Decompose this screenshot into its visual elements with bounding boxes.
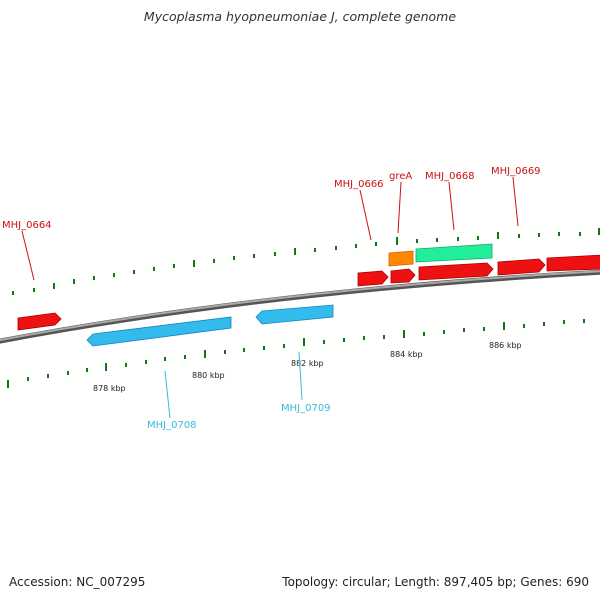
gene-forward[interactable]	[357, 270, 389, 287]
scale-label-880kbp: 880 kbp	[192, 371, 225, 380]
gene-label-mhj0708: MHJ_0708	[147, 420, 197, 431]
scale-label-878kbp: 878 kbp	[93, 384, 126, 393]
accession-text: Accession: NC_007295	[9, 575, 146, 589]
gene-reverse[interactable]	[86, 316, 232, 347]
gene-forward-greA[interactable]	[388, 250, 414, 267]
gene-label-mhj0668: MHJ_0668	[425, 171, 475, 182]
gene-reverse[interactable]	[255, 304, 334, 325]
gene-forward[interactable]	[546, 254, 600, 272]
outer-tick-ring	[12, 228, 600, 295]
label-leader-lines	[21, 176, 519, 419]
gene-forward[interactable]	[390, 268, 416, 284]
genome-backbone-highlight	[0, 270, 600, 342]
genome-backbone	[0, 269, 600, 344]
scale-label-886kbp: 886 kbp	[489, 341, 522, 350]
genome-title: Mycoplasma hyopneumoniae J, complete gen…	[143, 9, 457, 24]
gene-forward[interactable]	[415, 243, 493, 263]
gene-label-mhj0669: MHJ_0669	[491, 166, 541, 177]
gene-label-mhj0709: MHJ_0709	[281, 403, 331, 414]
gene-label-grea: greA	[389, 171, 412, 182]
gene-forward[interactable]	[17, 312, 62, 331]
gene-forward[interactable]	[418, 262, 494, 281]
gene-label-mhj0664: MHJ_0664	[2, 220, 52, 231]
inner-tick-ring	[7, 319, 585, 388]
topology-text: Topology: circular; Length: 897,405 bp; …	[282, 575, 589, 589]
scale-label-882kbp: 882 kbp	[291, 359, 324, 368]
gene-forward[interactable]	[497, 258, 546, 276]
gene-label-mhj0666: MHJ_0666	[334, 179, 384, 190]
scale-label-884kbp: 884 kbp	[390, 350, 423, 359]
